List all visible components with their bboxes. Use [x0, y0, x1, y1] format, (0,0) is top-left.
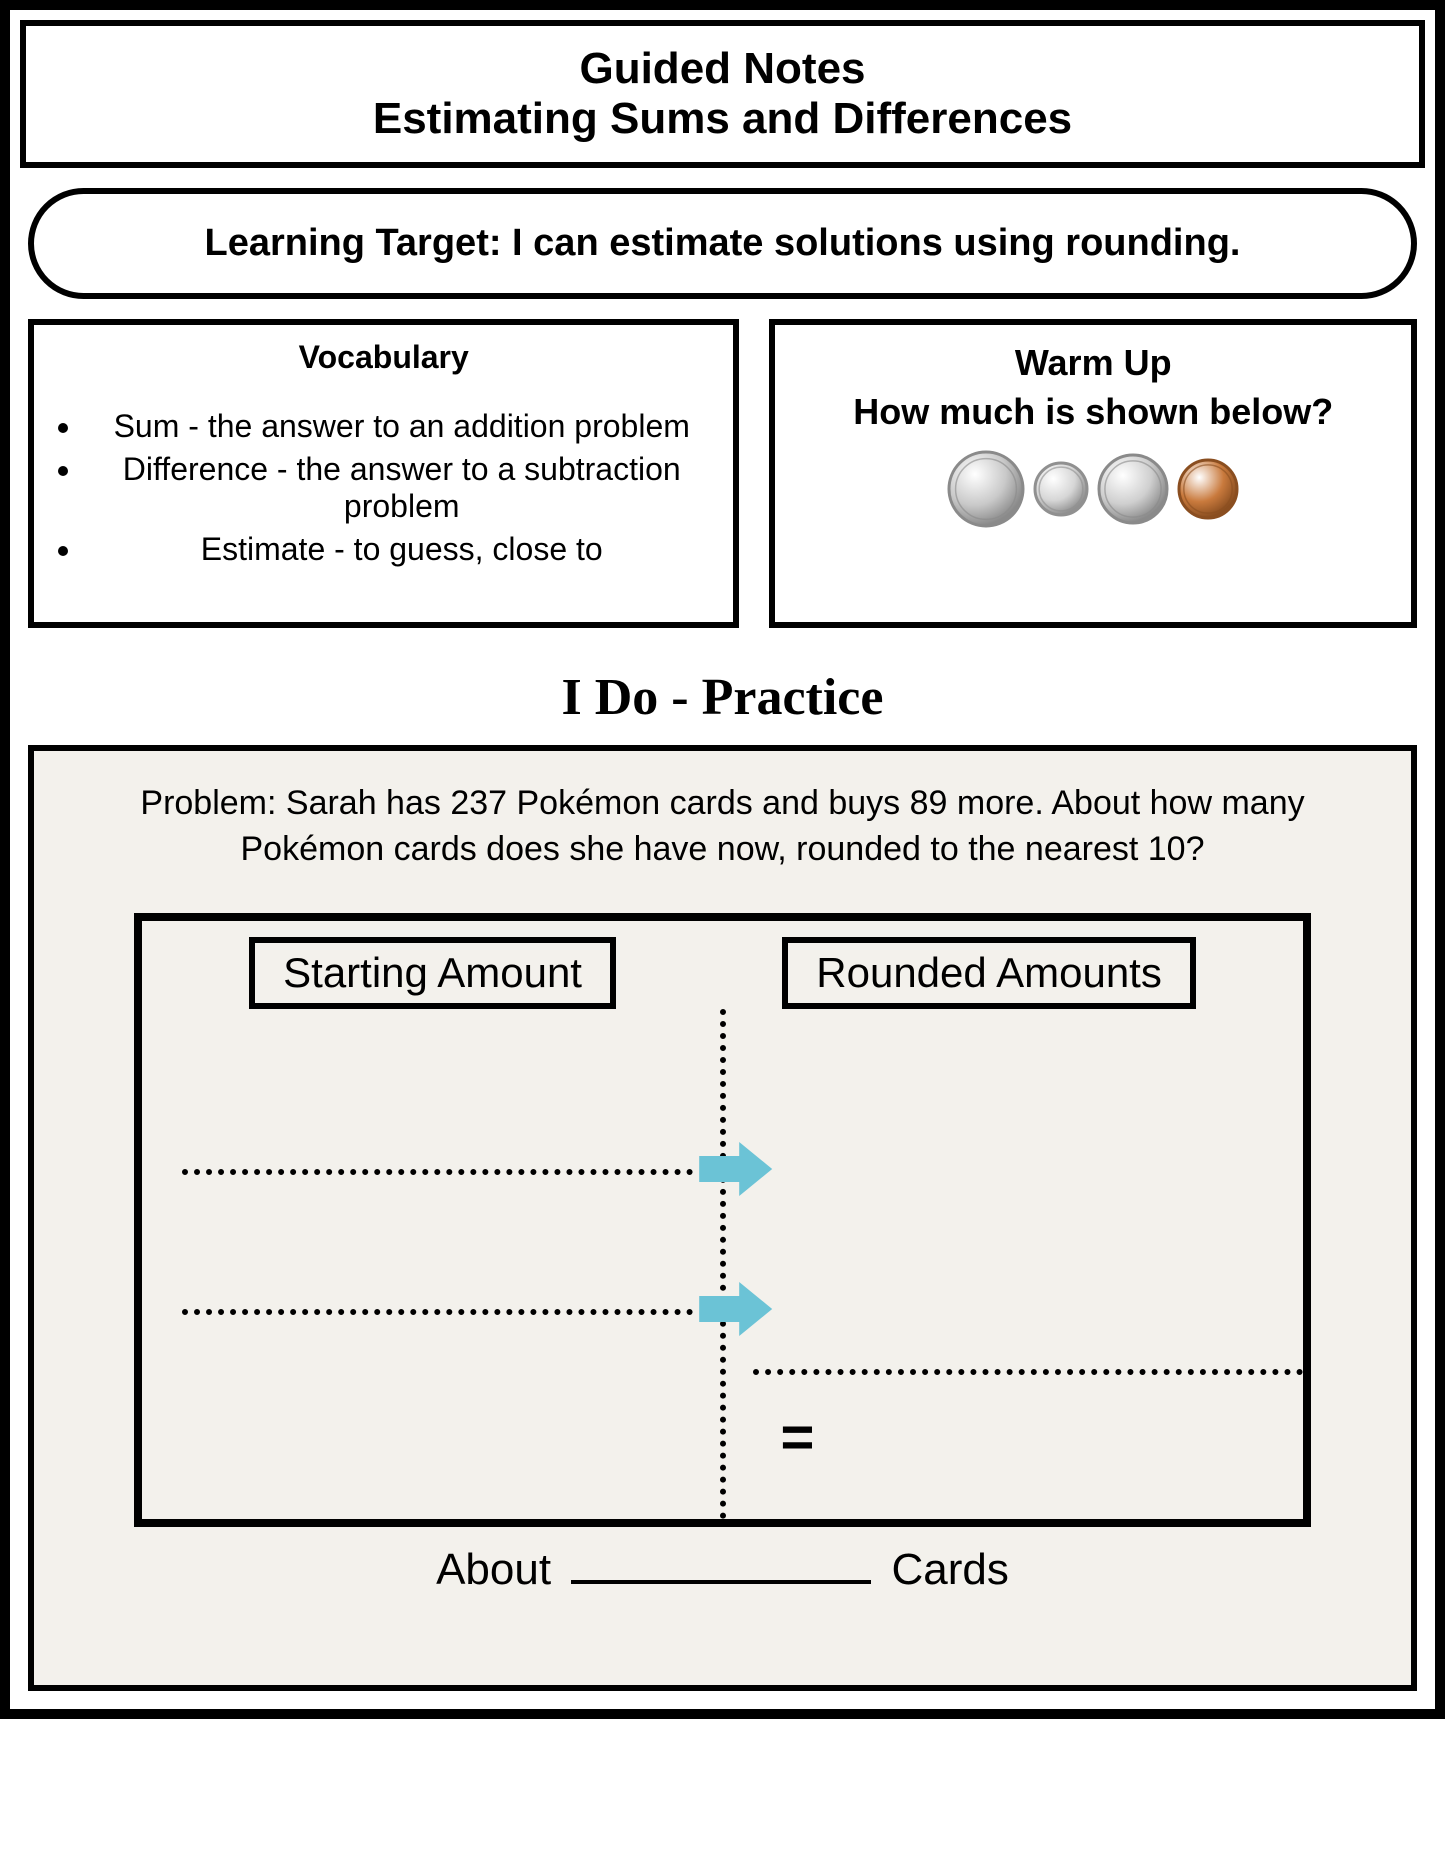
quarter-coin-icon [947, 450, 1025, 528]
vertical-divider [720, 1009, 726, 1519]
equals-sign: = [781, 1404, 815, 1471]
vocabulary-box: Vocabulary Sum - the answer to an additi… [28, 319, 739, 628]
table-body: = [142, 1009, 1303, 1489]
title-line-2: Estimating Sums and Differences [36, 94, 1409, 144]
worksheet-page: Guided Notes Estimating Sums and Differe… [0, 0, 1445, 1719]
answer-blank [571, 1574, 871, 1584]
warmup-title: Warm Up How much is shown below? [789, 339, 1397, 436]
penny-coin-icon [1177, 458, 1239, 520]
col-header-starting: Starting Amount [249, 937, 616, 1009]
warmup-line-2: How much is shown below? [853, 391, 1333, 432]
answer-prefix: About [436, 1545, 551, 1594]
answer-suffix: Cards [892, 1545, 1009, 1594]
problem-text: Problem: Sarah has 237 Pokémon cards and… [104, 781, 1341, 873]
vocabulary-list: Sum - the answer to an addition problem … [48, 408, 719, 568]
learning-target: Learning Target: I can estimate solution… [28, 188, 1417, 299]
vocab-item: Sum - the answer to an addition problem [84, 408, 719, 445]
vocab-warmup-row: Vocabulary Sum - the answer to an additi… [10, 319, 1435, 638]
section-title: I Do - Practice [10, 668, 1435, 727]
input-line-2 [182, 1309, 693, 1315]
arrow-right-icon [694, 1274, 774, 1344]
header-box: Guided Notes Estimating Sums and Differe… [20, 20, 1425, 168]
input-line-1 [182, 1169, 693, 1175]
practice-panel: Problem: Sarah has 237 Pokémon cards and… [28, 745, 1417, 1691]
result-line [753, 1369, 1304, 1375]
warmup-box: Warm Up How much is shown below? [769, 319, 1417, 628]
table-headers: Starting Amount Rounded Amounts [142, 937, 1303, 1009]
work-table: Starting Amount Rounded Amounts = [134, 913, 1311, 1527]
arrow-icon [694, 1134, 774, 1194]
nickel-coin-icon [1097, 453, 1169, 525]
title-line-1: Guided Notes [36, 44, 1409, 94]
vocab-item: Estimate - to guess, close to [84, 531, 719, 568]
vocabulary-title: Vocabulary [48, 339, 719, 376]
coins-row [789, 450, 1397, 528]
dime-coin-icon [1033, 461, 1089, 517]
vocab-item: Difference - the answer to a subtraction… [84, 451, 719, 525]
arrow-right-icon [694, 1134, 774, 1204]
arrow-icon [694, 1274, 774, 1334]
col-header-rounded: Rounded Amounts [782, 937, 1196, 1009]
warmup-line-1: Warm Up [1015, 342, 1172, 383]
answer-line: About Cards [104, 1545, 1341, 1595]
